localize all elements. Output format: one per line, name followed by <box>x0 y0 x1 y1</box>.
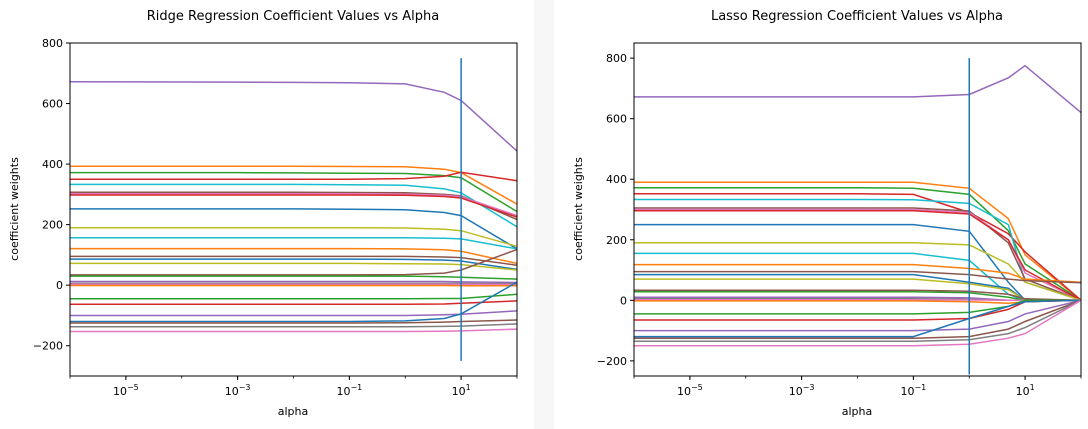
y-tick-label: 200 <box>42 219 63 232</box>
series-line-c18 <box>70 282 517 283</box>
series-line-c1 <box>634 66 1081 113</box>
lasso-chart-panel: Lasso Regression Coefficient Values vs A… <box>554 0 1088 429</box>
x-tick-label: 10−1 <box>900 383 926 398</box>
y-tick-label: 600 <box>606 113 627 126</box>
series-line-c17 <box>70 276 517 279</box>
series-line-c15 <box>70 263 517 270</box>
series-line-c22 <box>70 294 517 299</box>
series-line-c13 <box>634 272 1081 283</box>
y-tick-label: 800 <box>606 52 627 65</box>
y-tick-label: 200 <box>606 234 627 247</box>
lasso-chart: Lasso Regression Coefficient Values vs A… <box>554 0 1088 429</box>
series-line-c5 <box>70 184 517 226</box>
y-tick-label: 800 <box>42 37 63 50</box>
x-axis-label: alpha <box>278 405 309 418</box>
ridge-chart: Ridge Regression Coefficient Values vs A… <box>0 0 534 429</box>
chart-title: Lasso Regression Coefficient Values vs A… <box>711 9 1003 24</box>
ridge-chart-panel: Ridge Regression Coefficient Values vs A… <box>0 0 534 429</box>
series-line-c23 <box>70 301 517 304</box>
y-axis-label: coefficient weights <box>8 157 21 261</box>
y-tick-label: 400 <box>42 158 63 171</box>
series-line-c27 <box>70 324 517 327</box>
series-line-c24 <box>70 311 517 316</box>
y-tick-label: 400 <box>606 173 627 186</box>
x-tick-label: 10−1 <box>336 383 362 398</box>
series-line-c16 <box>70 250 517 275</box>
series-line-c28 <box>70 329 517 331</box>
x-tick-label: 10−3 <box>789 383 815 398</box>
plot-area <box>634 58 1081 374</box>
plot-area <box>70 58 517 361</box>
series-line-c9 <box>70 209 517 249</box>
y-tick-label: 0 <box>56 279 63 292</box>
x-tick-label: 101 <box>1016 383 1035 398</box>
y-tick-label: −200 <box>597 355 627 368</box>
x-tick-label: 10−5 <box>677 383 703 398</box>
series-line-c1 <box>70 82 517 151</box>
y-axis-label: coefficient weights <box>572 157 585 261</box>
x-tick-label: 101 <box>452 383 471 398</box>
series-line-c11 <box>70 238 517 249</box>
x-tick-label: 10−5 <box>113 383 139 398</box>
chart-title: Ridge Regression Coefficient Values vs A… <box>147 9 440 24</box>
series-line-c9 <box>634 225 1081 301</box>
y-tick-label: 600 <box>42 98 63 111</box>
y-tick-label: −200 <box>33 340 63 353</box>
x-axis-label: alpha <box>842 405 873 418</box>
x-tick-label: 10−3 <box>225 383 251 398</box>
y-tick-label: 0 <box>620 294 627 307</box>
